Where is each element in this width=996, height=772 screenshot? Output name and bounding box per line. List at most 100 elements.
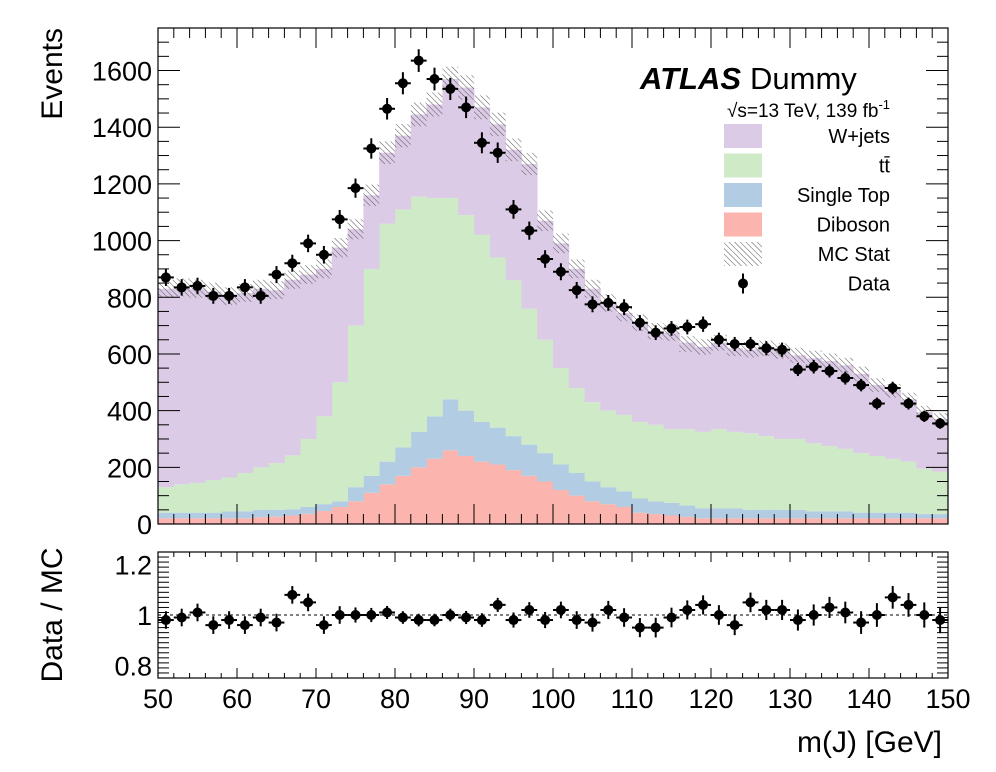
bar-single-top — [663, 502, 680, 516]
x-axis-title: m(J) [GeV] — [797, 726, 942, 759]
bar-tt — [205, 480, 222, 513]
bar-w-jets — [695, 346, 712, 432]
mc-stat-bin — [821, 353, 838, 369]
bar-tt — [742, 433, 759, 510]
legend-label: MC Stat — [818, 244, 891, 266]
legend-label: W+jets — [828, 126, 890, 148]
bar-single-top — [647, 501, 664, 515]
bar-w-jets — [632, 322, 649, 422]
legend-item-tt: tt̄ — [724, 153, 890, 178]
ratio-point — [698, 599, 709, 610]
ratio-point — [713, 610, 724, 620]
bar-w-jets — [742, 349, 759, 434]
data-point — [429, 74, 440, 85]
y-tick-label: 400 — [107, 397, 152, 427]
ratio-point — [777, 604, 788, 615]
data-point — [603, 297, 614, 308]
bar-single-top — [474, 421, 491, 462]
bar-tt — [221, 477, 238, 512]
x-tick-label: 90 — [459, 684, 489, 714]
ratio-point — [461, 612, 472, 623]
bar-diboson — [616, 506, 633, 524]
data-point — [350, 183, 361, 194]
bar-diboson — [790, 518, 807, 524]
bar-w-jets — [316, 268, 333, 417]
data-point — [334, 214, 345, 225]
ratio-point — [792, 615, 803, 626]
bar-tt — [347, 325, 364, 488]
y-tick-label: 1000 — [92, 227, 152, 257]
bar-w-jets — [489, 124, 506, 258]
bar-tt — [632, 421, 649, 499]
bar-diboson — [458, 455, 475, 524]
bar-diboson — [932, 518, 948, 524]
bar-diboson — [758, 518, 775, 524]
bar-diboson — [900, 518, 917, 524]
ratio-point — [666, 612, 677, 623]
bar-single-top — [869, 512, 886, 519]
y-tick-label: 800 — [107, 283, 152, 313]
data-point — [208, 290, 219, 301]
ratio-point — [903, 599, 914, 610]
bar-tt — [316, 416, 333, 505]
bar-w-jets — [474, 107, 491, 235]
bar-w-jets — [410, 114, 427, 197]
bar-single-top — [821, 511, 838, 519]
bar-diboson — [331, 506, 348, 524]
bar-single-top — [379, 461, 396, 485]
ratio-point — [382, 607, 393, 618]
mc-stat-bin — [395, 124, 411, 148]
bar-diboson — [316, 510, 333, 524]
ratio-point — [287, 589, 298, 600]
bar-tt — [284, 455, 301, 510]
ratio-point — [476, 615, 487, 626]
bar-w-jets — [884, 390, 901, 459]
mc-stat-bin — [410, 102, 427, 127]
bar-diboson — [695, 518, 712, 524]
bar-tt — [679, 429, 696, 506]
mc-stat-bin — [426, 92, 443, 117]
atlas-label: ATLAS Dummy — [639, 61, 857, 96]
bar-diboson — [837, 518, 854, 524]
y-tick-label: 1600 — [92, 57, 152, 87]
bar-single-top — [410, 431, 427, 468]
bar-single-top — [505, 436, 522, 471]
y-tick-label: 600 — [107, 340, 152, 370]
data-point — [492, 147, 503, 158]
bar-diboson — [679, 516, 696, 524]
data-point — [287, 258, 298, 269]
bar-diboson — [632, 512, 649, 524]
bar-w-jets — [616, 312, 633, 415]
ratio-ticks — [157, 551, 949, 679]
mc-stat-bin — [284, 270, 301, 289]
mc-stat-bin — [521, 152, 538, 176]
legend-swatch — [724, 212, 762, 237]
legend-label: Data — [848, 274, 891, 296]
bar-tt — [426, 198, 443, 417]
ratio-axis-title: Data / MC — [36, 547, 69, 682]
bar-diboson — [189, 518, 206, 524]
ratio-point — [603, 604, 614, 615]
bar-tt — [379, 223, 396, 462]
bar-tt — [189, 482, 206, 513]
bar-diboson — [426, 458, 443, 524]
bar-diboson — [726, 518, 743, 524]
ratio-point — [397, 612, 408, 623]
bar-single-top — [774, 509, 791, 519]
bar-diboson — [237, 518, 254, 524]
mc-stat-bin — [347, 219, 364, 240]
legend-label: Diboson — [817, 215, 890, 237]
bar-single-top — [916, 514, 933, 519]
bar-tt — [173, 484, 190, 513]
data-point — [745, 339, 756, 350]
mc-stat-bin — [837, 357, 854, 373]
bar-tt — [695, 431, 712, 509]
ratio-point — [587, 617, 598, 628]
bar-tt — [758, 436, 775, 510]
bar-single-top — [900, 512, 917, 519]
data-point — [808, 361, 819, 372]
bar-diboson — [537, 481, 554, 524]
legend-entries: W+jets tt̄ Single Top Diboson MC Stat Data — [724, 124, 891, 296]
bar-w-jets — [331, 247, 348, 383]
bar-diboson — [410, 467, 427, 524]
